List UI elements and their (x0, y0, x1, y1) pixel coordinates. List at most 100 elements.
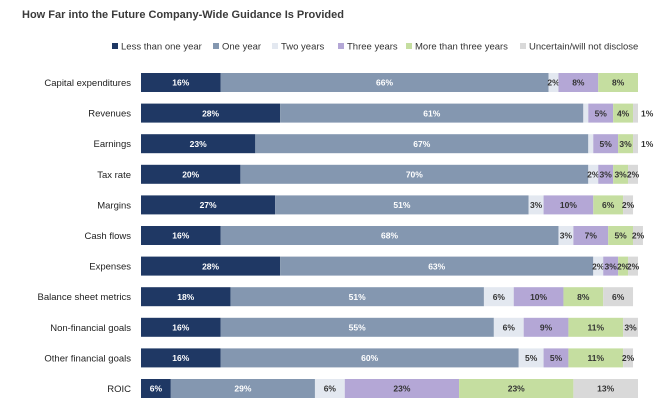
legend-item-two-years: Two years (272, 42, 325, 53)
bar-segment-more-than-three-years (598, 73, 638, 92)
data-label: 9% (540, 323, 553, 333)
bar-segment-less-than-one-year (141, 379, 171, 398)
bar-segment-one-year (255, 134, 589, 154)
data-label: 28% (202, 261, 219, 271)
data-label: 3% (614, 170, 627, 180)
bar-segment-three-years (543, 348, 569, 368)
data-label: 5% (550, 353, 563, 363)
data-label: 60% (361, 353, 378, 363)
data-label: 2% (627, 261, 640, 271)
data-label: 3% (605, 261, 618, 271)
bar-segment-more-than-three-years (563, 287, 604, 307)
bar-segment-uncertain-will-not-disclose (633, 103, 638, 123)
legend-swatch (406, 43, 412, 49)
data-label: 1% (641, 108, 654, 118)
bar-row-capital-expenditures: Capital expenditures 16% 66% 2% 8% 8% (44, 73, 638, 92)
bar-segment-more-than-three-years (618, 134, 634, 154)
data-label: 67% (413, 139, 430, 149)
bar-segment-uncertain-will-not-disclose (623, 195, 634, 215)
bar-segment-less-than-one-year (141, 73, 221, 92)
bar-segment-uncertain-will-not-disclose (623, 317, 638, 337)
data-label: 3% (624, 323, 637, 333)
data-label: 1% (641, 139, 654, 149)
data-label: 55% (349, 323, 366, 333)
bar-segment-two-years (593, 256, 604, 276)
category-label: Capital expenditures (44, 78, 131, 89)
bar-segment-uncertain-will-not-disclose (633, 134, 638, 154)
legend: Less than one year One year Two years Three… (112, 42, 638, 53)
bar-segment-one-year (220, 226, 559, 245)
data-label: 2% (622, 353, 635, 363)
legend-item-less-than-one-year: Less than one year (112, 42, 202, 53)
legend-item-one-year: One year (213, 42, 261, 53)
bar-segment-three-years (543, 195, 594, 215)
bar-segment-three-years (573, 226, 609, 245)
data-label: 63% (428, 261, 445, 271)
legend-label: Three years (347, 42, 398, 53)
bar-segment-more-than-three-years (593, 195, 624, 215)
data-label: 29% (234, 384, 251, 394)
bar-segment-two-years (483, 287, 514, 307)
bar-segment-one-year (220, 317, 494, 337)
data-label: 51% (393, 200, 410, 210)
legend-item-uncertain-will-not-disclose: Uncertain/will not disclose (520, 42, 638, 53)
bar-segment-one-year (280, 256, 594, 276)
bar-segment-three-years (588, 103, 614, 123)
legend-swatch (213, 43, 219, 49)
data-label: 5% (600, 139, 613, 149)
data-label: 2% (617, 261, 630, 271)
data-label: 11% (587, 323, 604, 333)
bar-row-non-financial-goals: Non-financial goals 16% 55% 6% 9% 11% 3% (50, 317, 638, 337)
category-label: Balance sheet metrics (38, 292, 132, 303)
data-label: 23% (393, 384, 410, 394)
bar-segment-two-years (314, 379, 345, 398)
category-label: Margins (97, 200, 131, 211)
bar-segment-three-years (558, 73, 599, 92)
bar-segment-three-years (593, 134, 619, 154)
data-label: 2% (627, 170, 640, 180)
bar-row-tax-rate: Tax rate 20% 70% 2% 3% 3% 2% (97, 164, 640, 184)
data-label: 2% (632, 231, 645, 241)
data-label: 13% (597, 384, 614, 394)
bar-segment-uncertain-will-not-disclose (603, 287, 634, 307)
bar-segment-three-years (344, 379, 460, 398)
data-label: 10% (530, 292, 547, 302)
bar-segment-uncertain-will-not-disclose (628, 164, 638, 184)
data-label: 4% (617, 108, 630, 118)
data-label: 2% (592, 261, 605, 271)
data-label: 68% (381, 231, 398, 241)
bar-segment-more-than-three-years (568, 317, 624, 337)
legend-item-three-years: Three years (338, 42, 398, 53)
bar-segment-more-than-three-years (613, 164, 629, 184)
category-label: Tax rate (97, 170, 131, 181)
data-label: 5% (595, 108, 608, 118)
data-label: 61% (423, 108, 440, 118)
bar-segment-more-than-three-years (608, 226, 634, 245)
bar-row-cash-flows: Cash flows 16% 68% 3% 7% 5% 2% (85, 226, 645, 245)
data-label: 11% (587, 353, 604, 363)
legend-label: One year (222, 42, 261, 53)
bar-segment-less-than-one-year (141, 195, 276, 215)
legend-swatch (520, 43, 526, 49)
bar-segment-less-than-one-year (141, 164, 241, 184)
data-label: 5% (525, 353, 538, 363)
bar-segment-one-year (220, 348, 519, 368)
bar-row-roic: ROIC 6% 29% 6% 23% 23% 13% (107, 379, 638, 398)
bar-segment-two-years (548, 73, 559, 92)
data-label: 6% (602, 200, 615, 210)
data-label: 3% (530, 200, 543, 210)
bar-segment-less-than-one-year (141, 348, 221, 368)
legend-label: Two years (281, 42, 325, 53)
legend-swatch (272, 43, 278, 49)
data-label: 3% (600, 170, 613, 180)
bar-row-other-financial-goals: Other financial goals 16% 60% 5% 5% 11% 2% (44, 348, 635, 368)
data-label: 51% (349, 292, 366, 302)
bar-segment-less-than-one-year (141, 287, 231, 307)
bar-segment-uncertain-will-not-disclose (633, 226, 643, 245)
bar-segment-less-than-one-year (141, 317, 221, 337)
chart-title: How Far into the Future Company-Wide Gui… (22, 9, 344, 21)
data-label: 20% (182, 170, 199, 180)
legend-swatch (112, 43, 118, 49)
